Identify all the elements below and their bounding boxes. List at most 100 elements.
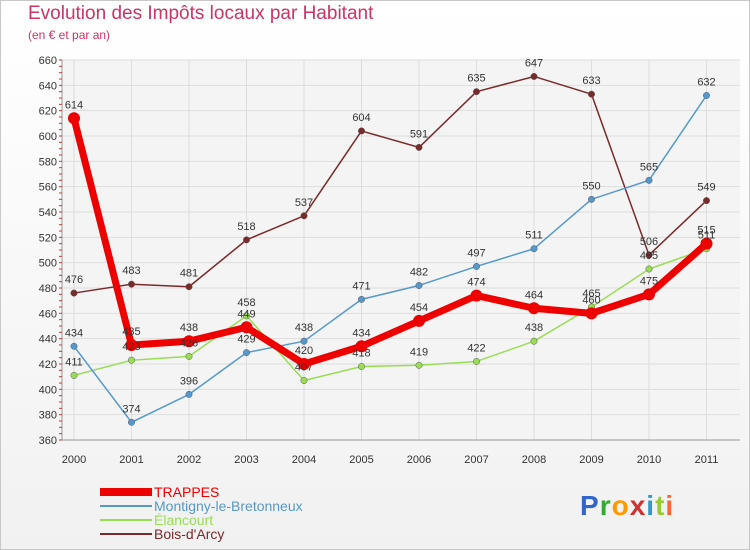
data-label--lancourt: 422 bbox=[467, 342, 485, 354]
y-tick-label: 460 bbox=[39, 308, 57, 320]
logo-letter: o bbox=[611, 490, 630, 521]
data-label-bois-d-arcy: 604 bbox=[352, 112, 370, 124]
data-point--lancourt bbox=[70, 371, 78, 379]
data-point-bois-d-arcy bbox=[358, 127, 365, 135]
x-tick-label: 2002 bbox=[177, 454, 201, 466]
legend-label--lancourt: Élancourt bbox=[154, 512, 213, 528]
series-line-trappes bbox=[70, 117, 709, 368]
data-point-montigny-le-bretonneux bbox=[243, 349, 250, 357]
data-label-trappes: 449 bbox=[237, 308, 255, 320]
data-label--lancourt: 411 bbox=[65, 356, 83, 368]
data-label-bois-d-arcy: 647 bbox=[525, 57, 543, 69]
x-tick-label: 2010 bbox=[637, 454, 661, 466]
logo-letter: r bbox=[599, 490, 612, 521]
data-label-trappes: 475 bbox=[640, 275, 658, 287]
logo-letter: i bbox=[646, 490, 656, 521]
data-label-montigny-le-bretonneux: 429 bbox=[237, 334, 255, 346]
data-point--lancourt bbox=[243, 312, 250, 320]
data-label-bois-d-arcy: 506 bbox=[640, 236, 658, 248]
data-point-bois-d-arcy bbox=[243, 236, 250, 244]
plot-area bbox=[62, 60, 740, 440]
data-point--lancourt bbox=[128, 356, 135, 364]
x-tick-label: 2000 bbox=[62, 454, 86, 466]
data-label-trappes: 435 bbox=[122, 326, 140, 338]
data-label-montigny-le-bretonneux: 632 bbox=[697, 76, 715, 88]
data-label-bois-d-arcy: 633 bbox=[582, 75, 600, 87]
data-point-bois-d-arcy bbox=[415, 143, 423, 151]
data-point-montigny-le-bretonneux bbox=[358, 295, 365, 303]
data-label-montigny-le-bretonneux: 471 bbox=[352, 280, 370, 292]
data-label-bois-d-arcy: 483 bbox=[122, 265, 140, 277]
data-label-trappes: 434 bbox=[352, 327, 370, 339]
logo-letter: P bbox=[580, 490, 600, 521]
legend-label-trappes: TRAPPES bbox=[154, 484, 219, 500]
data-point-bois-d-arcy bbox=[185, 283, 193, 291]
y-tick-label: 360 bbox=[39, 435, 57, 447]
y-tick-label: 580 bbox=[39, 156, 57, 168]
chart-subtitle: (en € et par an) bbox=[28, 28, 111, 42]
data-labels: 476 483 481 518 537 604 591 635 647 633 506 549 411 4… bbox=[65, 57, 716, 415]
data-label-trappes: 464 bbox=[525, 289, 543, 301]
data-label-bois-d-arcy: 518 bbox=[237, 221, 255, 233]
data-point--lancourt bbox=[185, 352, 193, 360]
data-point-trappes bbox=[643, 288, 655, 301]
y-tick-label: 560 bbox=[39, 182, 57, 194]
data-point-trappes bbox=[700, 237, 713, 250]
data-label--lancourt: 418 bbox=[352, 348, 370, 360]
data-point-bois-d-arcy bbox=[300, 212, 308, 220]
data-point-trappes bbox=[585, 307, 598, 320]
data-label--lancourt: 495 bbox=[640, 250, 658, 262]
data-label-trappes: 460 bbox=[582, 294, 600, 306]
x-tick-label: 2007 bbox=[464, 454, 488, 466]
x-tick-label: 2009 bbox=[579, 454, 603, 466]
data-label-trappes: 420 bbox=[295, 345, 313, 357]
chart-title: Evolution des Impôts locaux par Habitant bbox=[28, 3, 374, 24]
data-label-montigny-le-bretonneux: 396 bbox=[180, 375, 198, 387]
data-point-montigny-le-bretonneux bbox=[703, 92, 710, 99]
data-point-bois-d-arcy bbox=[703, 197, 710, 205]
data-point-bois-d-arcy bbox=[530, 73, 538, 80]
series-line--lancourt bbox=[73, 248, 707, 382]
data-label--lancourt: 426 bbox=[180, 337, 198, 349]
data-label-montigny-le-bretonneux: 550 bbox=[582, 180, 600, 192]
y-tick-label: 380 bbox=[39, 410, 57, 422]
data-point-trappes bbox=[240, 321, 253, 334]
data-label--lancourt: 458 bbox=[237, 297, 255, 309]
data-point-bois-d-arcy bbox=[588, 90, 595, 98]
y-tick-label: 600 bbox=[39, 131, 57, 143]
data-label--lancourt: 423 bbox=[122, 341, 140, 353]
data-label--lancourt: 438 bbox=[525, 322, 543, 334]
data-label-trappes: 454 bbox=[410, 302, 428, 314]
data-point-bois-d-arcy bbox=[70, 289, 78, 297]
data-label--lancourt: 419 bbox=[410, 346, 428, 358]
data-label-montigny-le-bretonneux: 438 bbox=[295, 322, 313, 334]
data-label-bois-d-arcy: 549 bbox=[697, 182, 715, 194]
logo-letter: t bbox=[655, 490, 666, 521]
data-label--lancourt: 465 bbox=[582, 288, 600, 300]
data-label-trappes: 614 bbox=[65, 99, 83, 111]
y-tick-label: 480 bbox=[39, 283, 57, 295]
y-tick-label: 540 bbox=[39, 207, 57, 219]
x-tick-label: 2008 bbox=[522, 454, 546, 466]
data-label-montigny-le-bretonneux: 434 bbox=[65, 327, 83, 339]
data-label-trappes: 438 bbox=[180, 322, 198, 334]
y-tick-label: 660 bbox=[39, 55, 57, 67]
x-tick-label: 2005 bbox=[349, 454, 373, 466]
data-point-montigny-le-bretonneux bbox=[415, 282, 423, 289]
data-point-trappes bbox=[413, 314, 425, 327]
data-point-montigny-le-bretonneux bbox=[645, 176, 653, 184]
y-tick-label: 520 bbox=[39, 232, 57, 244]
data-label-montigny-le-bretonneux: 482 bbox=[410, 266, 428, 278]
proxiti-logo: Proxiti bbox=[580, 490, 674, 522]
data-point-trappes bbox=[528, 302, 540, 315]
data-point-montigny-le-bretonneux bbox=[128, 418, 135, 426]
data-point-montigny-le-bretonneux bbox=[473, 263, 480, 270]
data-label-bois-d-arcy: 635 bbox=[467, 73, 485, 85]
y-tick-label: 620 bbox=[39, 106, 57, 118]
data-label--lancourt: 407 bbox=[295, 361, 313, 373]
x-tick-label: 2011 bbox=[695, 454, 719, 466]
data-label-montigny-le-bretonneux: 374 bbox=[122, 403, 140, 415]
data-point-montigny-le-bretonneux bbox=[70, 342, 78, 350]
y-tick-label: 400 bbox=[39, 384, 57, 396]
